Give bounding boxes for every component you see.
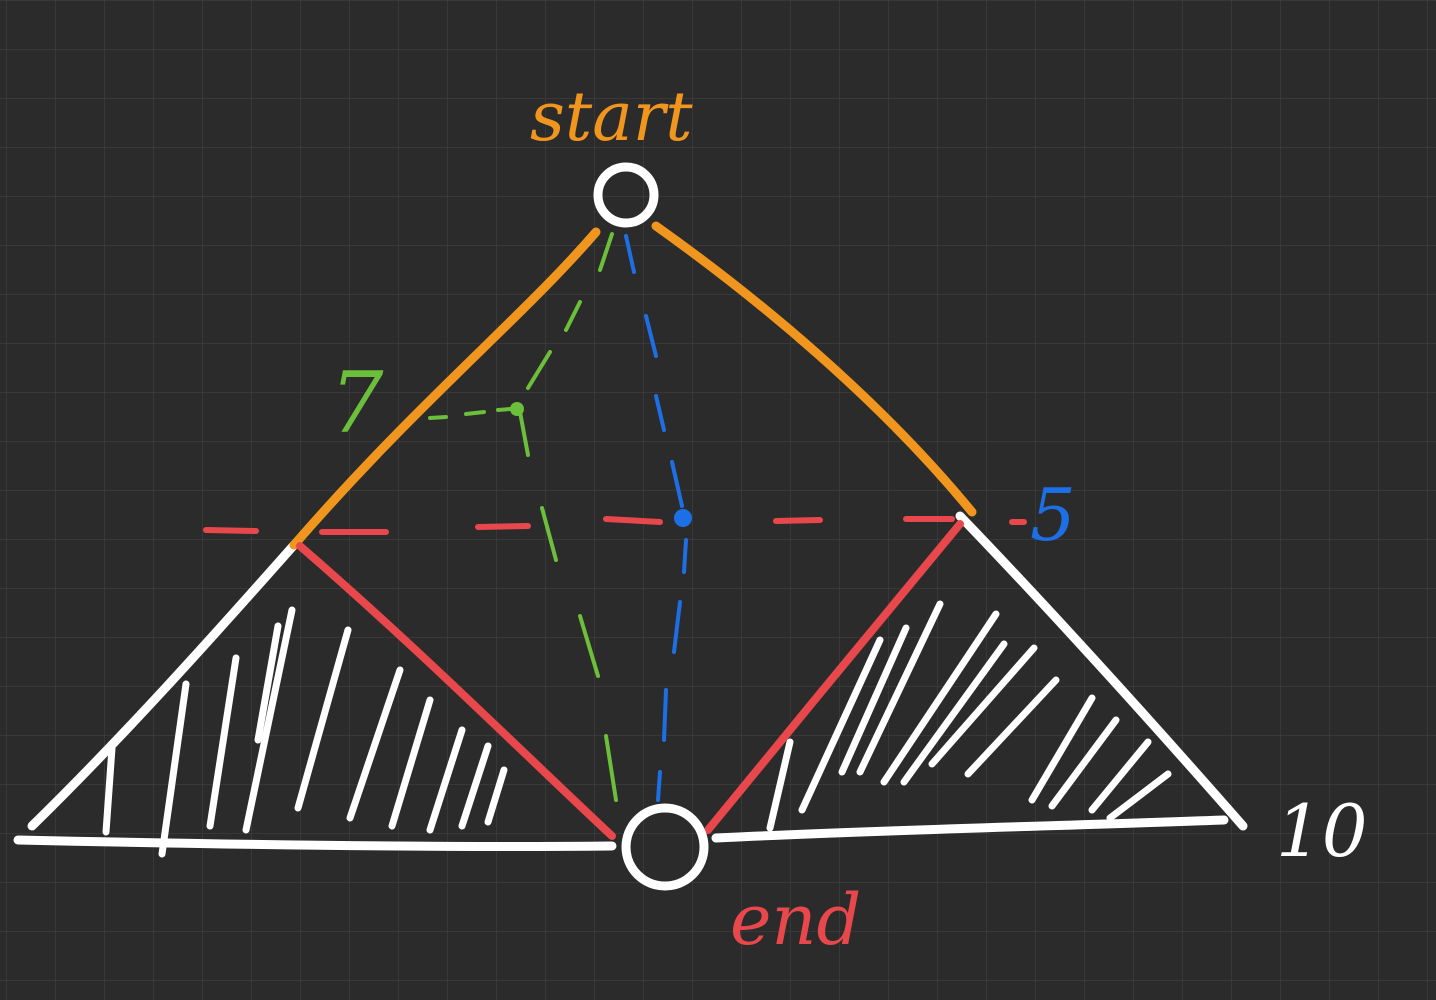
red-edges xyxy=(296,520,964,840)
right-hatching xyxy=(766,600,1172,832)
five-label: 5 xyxy=(1030,473,1076,557)
ten-label: 10 xyxy=(1276,789,1368,873)
bottom-base-left xyxy=(13,835,617,852)
seven-label: 7 xyxy=(330,354,384,452)
outer-triangle xyxy=(13,511,1248,852)
red-right-edge xyxy=(704,520,964,834)
left-hatching xyxy=(102,606,508,858)
orange-edges xyxy=(289,221,977,550)
left-outer-side xyxy=(27,540,299,831)
bottom-base-right xyxy=(711,815,1229,843)
green-dashed-path xyxy=(428,232,618,802)
orange-right-edge xyxy=(651,221,977,517)
end-node xyxy=(621,803,709,891)
end-label: end xyxy=(730,879,861,961)
start-node xyxy=(593,162,659,228)
red-left-edge xyxy=(296,542,616,840)
blue-dashed-path xyxy=(624,234,688,802)
red-dashed-line xyxy=(203,516,1027,535)
orange-left-edge xyxy=(289,227,601,550)
blue-waypoint-dot xyxy=(674,509,692,527)
right-outer-side xyxy=(955,511,1248,831)
start-label: start xyxy=(530,78,693,157)
green-waypoint-dot xyxy=(510,402,524,416)
